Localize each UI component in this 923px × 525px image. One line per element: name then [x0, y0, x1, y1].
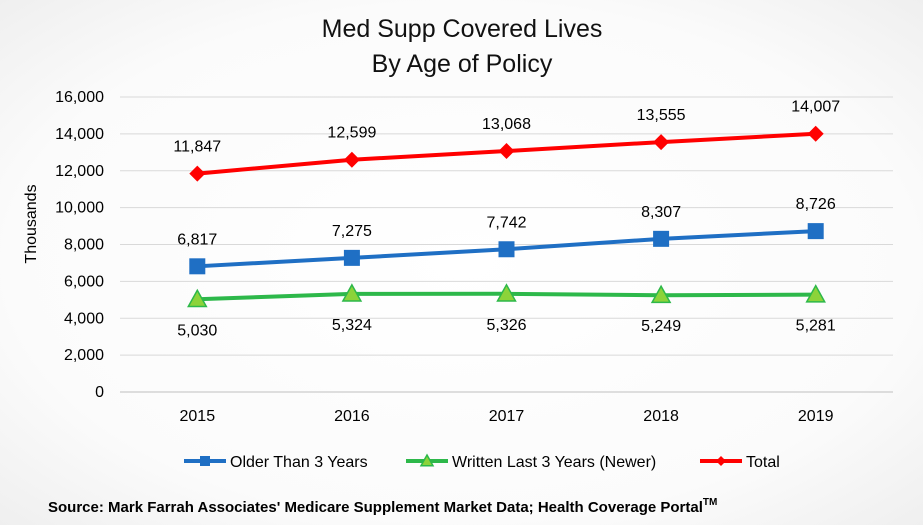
square-marker	[807, 223, 824, 240]
y-tick-label: 0	[95, 384, 104, 401]
data-label: 5,249	[641, 318, 681, 335]
data-label: 7,742	[486, 214, 526, 231]
x-tick-label: 2015	[180, 408, 216, 425]
chart-title: Med Supp Covered Lives	[322, 15, 603, 43]
triangle-marker	[419, 453, 435, 467]
data-label: 6,817	[177, 231, 217, 248]
y-tick-label: 10,000	[55, 200, 104, 217]
series-markers	[187, 125, 826, 308]
x-tick-label: 2018	[643, 408, 679, 425]
triangle-marker	[805, 284, 826, 303]
data-label: 13,068	[482, 116, 531, 133]
y-tick-label: 8,000	[64, 237, 104, 254]
square-marker	[498, 241, 515, 258]
y-tick-label: 16,000	[55, 89, 104, 106]
data-label: 8,307	[641, 204, 681, 221]
legend: Older Than 3 Years Written Last 3 Years (…	[184, 453, 780, 471]
square-marker	[200, 456, 210, 466]
diamond-marker	[343, 151, 360, 168]
data-label: 5,281	[796, 318, 836, 335]
y-tick-labels: 0 2,000 4,000 6,000 8,000 10,000 12,000 14,000 1…	[55, 89, 104, 401]
source-superscript: TM	[703, 497, 717, 508]
data-label: 14,007	[791, 99, 840, 116]
x-tick-label: 2019	[798, 408, 834, 425]
y-tick-label: 2,000	[64, 347, 104, 364]
data-label: 7,275	[332, 223, 372, 240]
triangle-marker	[650, 284, 672, 304]
chart-subtitle: By Age of Policy	[372, 50, 553, 78]
triangle-marker	[187, 288, 208, 308]
diamond-marker	[498, 143, 515, 160]
square-marker	[189, 258, 206, 275]
legend-label: Older Than 3 Years	[230, 454, 368, 471]
square-marker	[343, 249, 360, 266]
data-label: 5,324	[332, 317, 372, 334]
y-tick-label: 6,000	[64, 273, 104, 290]
diamond-marker	[807, 125, 824, 142]
legend-label: Written Last 3 Years (Newer)	[452, 454, 656, 471]
data-label: 11,847	[173, 139, 221, 156]
data-label: 5,030	[177, 322, 217, 339]
source-text: Source: Mark Farrah Associates' Medicare…	[48, 499, 703, 516]
triangle-marker	[341, 283, 363, 302]
y-tick-label: 14,000	[55, 126, 104, 143]
y-tick-label: 12,000	[55, 163, 104, 180]
data-label: 12,599	[327, 125, 376, 142]
data-label: 13,555	[637, 107, 686, 124]
diamond-marker	[716, 456, 726, 466]
x-tick-label: 2016	[334, 408, 370, 425]
x-tick-labels: 2015 2016 2017 2018 2019	[180, 408, 834, 425]
data-label: 5,326	[486, 317, 526, 334]
y-axis-label: Thousands	[23, 184, 40, 263]
square-marker	[653, 230, 670, 247]
data-labels: 6,817 7,275 7,742 8,307 8,726 5,030 5,324 5,326…	[173, 99, 840, 340]
x-tick-label: 2017	[489, 408, 525, 425]
y-tick-label: 4,000	[64, 310, 104, 327]
triangle-marker	[496, 283, 517, 302]
diamond-marker	[653, 134, 670, 151]
legend-label: Total	[746, 454, 780, 471]
source-note: Source: Mark Farrah Associates' Medicare…	[48, 497, 717, 516]
diamond-marker	[189, 165, 206, 182]
data-label: 8,726	[796, 196, 836, 213]
